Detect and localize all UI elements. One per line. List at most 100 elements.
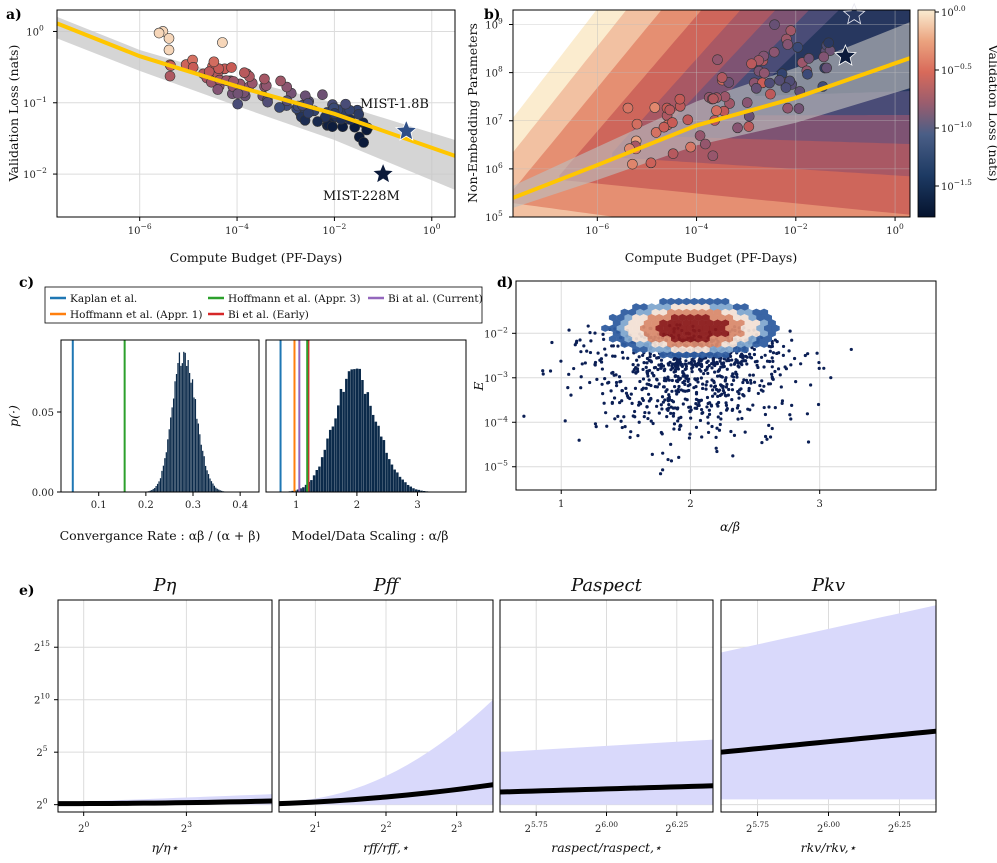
data-point bbox=[752, 352, 757, 357]
histogram-bar bbox=[406, 484, 410, 492]
data-point bbox=[805, 412, 810, 416]
data-point bbox=[627, 158, 638, 170]
data-point bbox=[789, 417, 793, 421]
data-point bbox=[822, 366, 826, 370]
data-point bbox=[780, 399, 785, 403]
density-hex bbox=[612, 329, 621, 338]
data-point bbox=[719, 384, 724, 388]
histogram-bar bbox=[199, 434, 201, 492]
data-point bbox=[699, 369, 703, 373]
density-hex bbox=[690, 308, 699, 316]
data-point bbox=[602, 401, 606, 405]
data-point bbox=[779, 385, 783, 389]
density-hex bbox=[713, 308, 722, 316]
uncertainty-band bbox=[279, 699, 493, 805]
data-point bbox=[817, 366, 821, 371]
data-point bbox=[670, 366, 674, 370]
density-hex bbox=[767, 329, 776, 338]
density-hex bbox=[744, 340, 753, 348]
density-hex bbox=[748, 313, 757, 322]
density-hex bbox=[682, 329, 691, 338]
y-tick-label: 107 bbox=[485, 113, 503, 128]
data-point bbox=[715, 402, 719, 406]
data-point bbox=[785, 25, 797, 36]
data-point bbox=[770, 375, 774, 379]
data-point bbox=[731, 454, 735, 458]
density-hex bbox=[752, 308, 761, 316]
x-tick-label: 0.3 bbox=[185, 500, 201, 511]
histogram-bar bbox=[334, 418, 337, 492]
data-point bbox=[723, 378, 728, 382]
data-point bbox=[259, 73, 270, 85]
x-tick-label: 10−6 bbox=[128, 222, 152, 237]
x-tick-label: 10−4 bbox=[685, 222, 709, 237]
data-point bbox=[647, 378, 651, 382]
data-point bbox=[577, 438, 581, 442]
density-hex bbox=[663, 335, 672, 343]
data-point bbox=[806, 352, 810, 356]
density-hex bbox=[729, 319, 738, 327]
density-hex bbox=[694, 335, 703, 343]
histogram-bar bbox=[331, 426, 335, 492]
density-hex bbox=[698, 351, 707, 359]
histogram-bar bbox=[216, 488, 218, 492]
data-point bbox=[731, 372, 735, 376]
data-point bbox=[676, 419, 680, 423]
histogram-bar bbox=[379, 436, 383, 492]
density-hex bbox=[647, 335, 656, 343]
x-tick-label: 10−2 bbox=[784, 222, 808, 237]
data-point bbox=[770, 426, 774, 431]
data-point bbox=[239, 67, 250, 79]
data-point bbox=[715, 362, 719, 366]
data-point bbox=[580, 362, 584, 366]
data-point bbox=[660, 407, 664, 411]
density-hex bbox=[674, 308, 683, 316]
density-hex bbox=[682, 351, 691, 359]
data-point bbox=[790, 403, 794, 407]
y-tick-label: 0.05 bbox=[32, 408, 54, 419]
x-tick-label: 23 bbox=[451, 820, 462, 835]
data-point bbox=[690, 366, 694, 370]
data-point bbox=[649, 419, 653, 423]
histogram-bar bbox=[221, 490, 223, 492]
data-point bbox=[642, 415, 646, 419]
density-hex bbox=[663, 313, 672, 322]
density-hex bbox=[624, 335, 633, 343]
panel-b-ylabel: Non-Embedding Parameters bbox=[465, 23, 480, 203]
data-point bbox=[734, 370, 738, 374]
data-point bbox=[738, 410, 742, 414]
data-point bbox=[670, 389, 674, 393]
density-hex bbox=[628, 340, 637, 348]
histogram-bar bbox=[420, 490, 423, 492]
data-point bbox=[742, 394, 746, 398]
data-point bbox=[541, 372, 545, 376]
data-point bbox=[602, 337, 606, 341]
density-hex bbox=[671, 303, 679, 311]
data-point bbox=[653, 365, 658, 370]
data-point bbox=[677, 427, 681, 432]
density-hex bbox=[632, 303, 641, 311]
data-point bbox=[762, 405, 766, 410]
data-point bbox=[689, 416, 693, 420]
data-point bbox=[735, 406, 740, 410]
y-tick-label: 10−5 bbox=[484, 459, 508, 474]
density-hex bbox=[721, 319, 730, 327]
data-point bbox=[762, 365, 766, 369]
density-hex bbox=[643, 329, 652, 338]
y-tick-label: 210 bbox=[34, 692, 50, 707]
data-point bbox=[706, 430, 711, 435]
density-hex bbox=[667, 340, 676, 348]
density-hex bbox=[702, 313, 710, 322]
density-hex bbox=[620, 329, 629, 338]
data-point bbox=[664, 379, 668, 383]
data-point bbox=[655, 385, 659, 389]
density-hex bbox=[771, 324, 780, 332]
data-point bbox=[567, 372, 571, 376]
data-point bbox=[771, 351, 776, 355]
data-point bbox=[682, 379, 687, 383]
panel-d-label: d) bbox=[497, 275, 513, 291]
data-point bbox=[823, 37, 834, 49]
density-hex bbox=[620, 340, 629, 348]
histogram-bar bbox=[164, 458, 166, 492]
histogram-bar bbox=[302, 487, 305, 492]
